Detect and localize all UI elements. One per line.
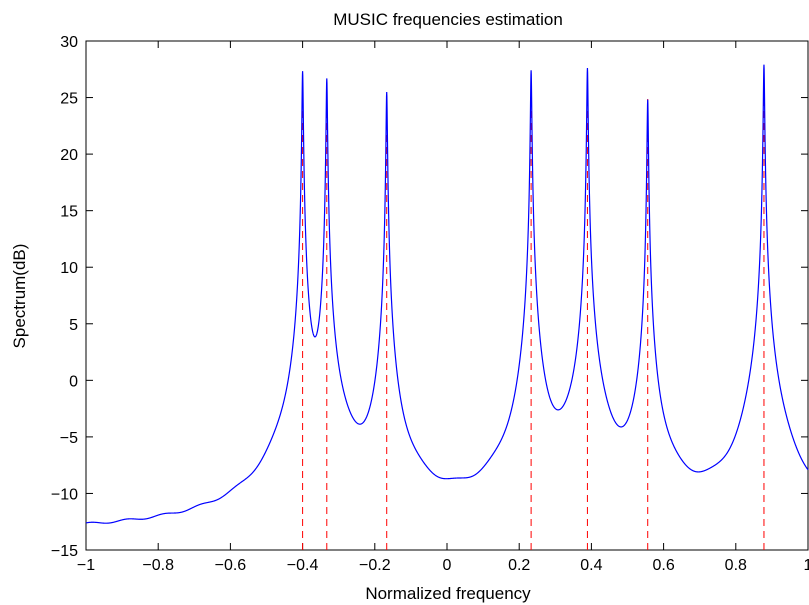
x-ticks: −1 −0.8 −0.6 −0.4 −0.2 0 0.2 0.4 0.6 0.8 1 — [77, 41, 809, 574]
x-tick-label: −0.6 — [215, 557, 247, 574]
spectrum-line — [85, 64, 809, 524]
y-tick-label: 15 — [60, 204, 78, 221]
x-axis-label: Normalized frequency — [365, 584, 531, 603]
y-tick-label: 5 — [69, 317, 78, 334]
axes-box — [85, 40, 809, 551]
y-tick-label: −10 — [51, 486, 78, 503]
y-tick-label: 10 — [60, 260, 78, 277]
y-tick-label: −15 — [51, 543, 78, 560]
x-tick-label: −1 — [77, 557, 95, 574]
x-tick-label: 0.4 — [580, 557, 602, 574]
x-tick-label: −0.8 — [142, 557, 174, 574]
x-tick-label: 0 — [443, 557, 452, 574]
y-axis-label: Spectrum(dB) — [10, 244, 29, 349]
x-tick-label: 0.6 — [652, 557, 674, 574]
x-tick-label: −0.2 — [359, 557, 391, 574]
plot-area: −1 −0.8 −0.6 −0.4 −0.2 0 0.2 0.4 0.6 0.8 1 −15−10−… — [51, 34, 809, 574]
y-tick-label: −5 — [60, 430, 78, 447]
x-tick-label: 0.2 — [508, 557, 530, 574]
y-tick-label: 20 — [60, 147, 78, 164]
x-tick-label: −0.4 — [287, 557, 319, 574]
x-tick-label: 0.8 — [725, 557, 747, 574]
y-ticks: −15 −10 −5 0 5 10 15 20 25 30 — [51, 34, 808, 560]
y-tick-label: 0 — [69, 373, 78, 390]
true-frequency-markers — [302, 97, 765, 550]
x-tick-label: 1 — [804, 557, 809, 574]
y-tick-label: 25 — [60, 91, 78, 108]
y-tick-label: 30 — [60, 34, 78, 51]
chart-title: MUSIC frequencies estimation — [333, 10, 563, 29]
